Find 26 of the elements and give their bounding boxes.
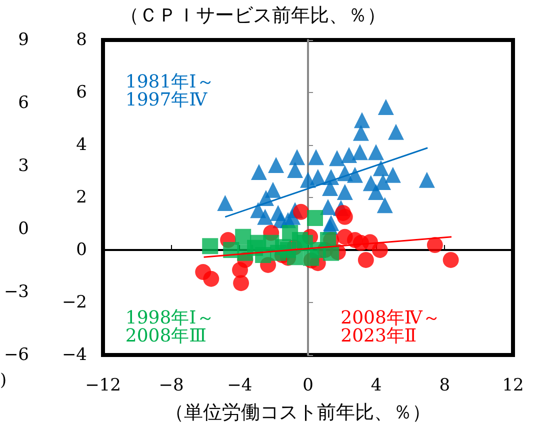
x-tick-label: 8	[439, 376, 450, 396]
x-tick-label: −4	[227, 376, 252, 396]
y-tick-label: −2	[62, 292, 87, 312]
y2-tick-label: 0	[18, 219, 29, 239]
y2-tick-label: 6	[18, 93, 29, 113]
text: 2008年Ⅳ～ 2023年Ⅱ	[340, 308, 440, 346]
y2-tick-label: −3	[4, 282, 29, 302]
y-tick-label: 0	[76, 240, 87, 260]
y-tick-label: 2	[76, 188, 87, 208]
text: 1981年Ⅰ～ 1997年Ⅳ	[125, 71, 214, 110]
x-tick-label: −8	[158, 376, 184, 396]
x-tick-label: 0	[302, 376, 314, 396]
y-tick-label: 8	[76, 30, 87, 50]
x-axis-title: （単位労働コスト前年比、％）	[165, 402, 431, 424]
x-tick-label: −12	[85, 376, 121, 396]
y2-tick-label: 9	[18, 30, 29, 50]
y-tick-label: 4	[76, 135, 87, 155]
x-tick-label: 12	[502, 376, 524, 396]
text: 1998年Ⅰ～ 2008年Ⅲ	[125, 308, 214, 346]
y2-tick-label: 3	[18, 156, 29, 176]
y-axis-title: （ＣＰＩサービス前年比、％）	[120, 4, 386, 26]
y-tick-label: −4	[62, 345, 87, 365]
y2-tick-label: −6	[4, 345, 29, 365]
x-tick-label: 4	[370, 376, 382, 396]
text: )	[0, 370, 7, 390]
y-tick-label: 6	[76, 82, 87, 102]
